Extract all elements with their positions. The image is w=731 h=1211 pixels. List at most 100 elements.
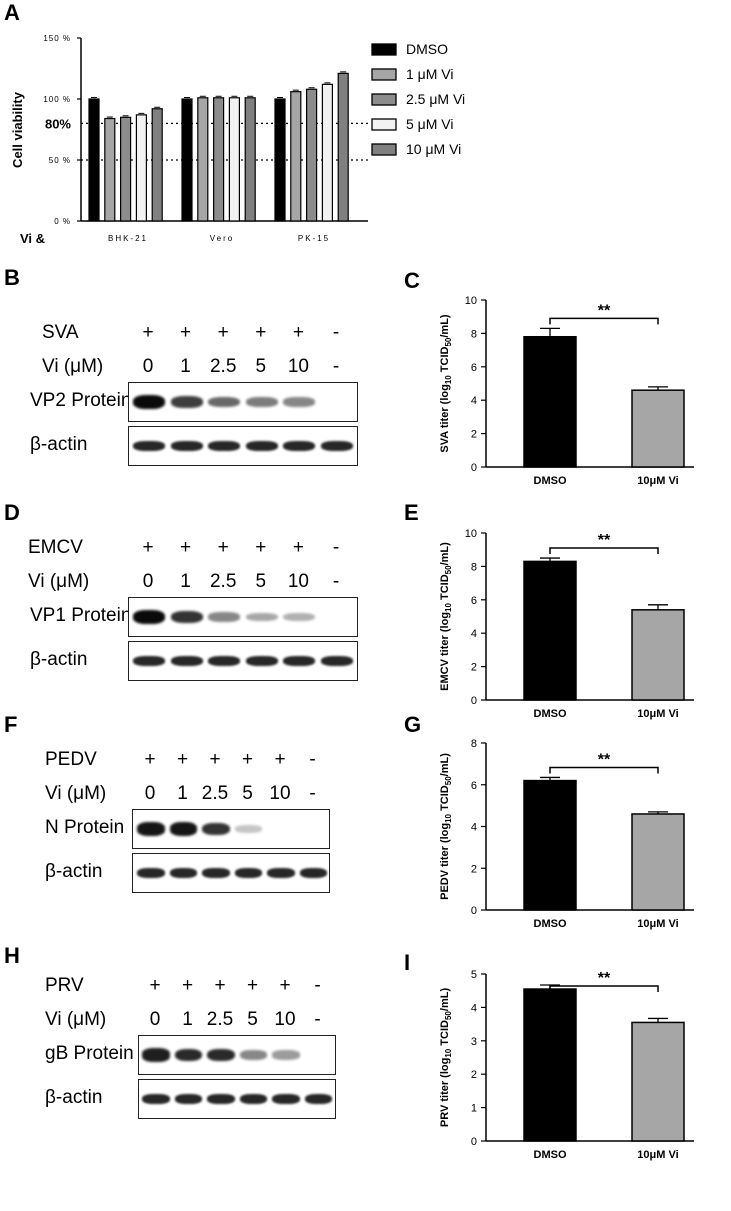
y-tick-label: 2 [471, 1069, 477, 1081]
category-label: 10μM Vi [637, 918, 678, 930]
bar [244, 97, 256, 222]
dose-label: 1 [180, 356, 191, 377]
actin-band [169, 868, 198, 878]
y-tick-label: 0 [471, 695, 477, 707]
bar [337, 72, 349, 222]
actin-blot [132, 853, 330, 893]
dose-label: 2.5 [209, 571, 237, 592]
dose-label: 10 [287, 356, 309, 377]
target-blot [128, 382, 358, 422]
viability-chart: 150 % 100 % 80% 50 % 0 % Cell viability Vi & B… [10, 34, 465, 246]
protein-band [133, 395, 165, 409]
bar [523, 988, 577, 1142]
bar [151, 108, 163, 222]
bar [119, 116, 132, 222]
dose-label: 0 [149, 1009, 161, 1030]
legend-swatch [371, 43, 397, 56]
protein-band [170, 395, 203, 409]
actin-band [304, 1094, 333, 1104]
category-label: 10μM Vi [637, 708, 678, 720]
dose-label: 2.5 [201, 783, 229, 804]
actin-band [267, 868, 295, 878]
infection-sign: + [292, 322, 304, 343]
legend-label: 2.5 μM Vi [406, 91, 465, 107]
y-tick-label: 10 [465, 528, 477, 540]
dose-label: 0 [142, 356, 154, 377]
loading-control-label: β-actin [30, 649, 88, 670]
loading-control-label: β-actin [45, 861, 103, 882]
bar [631, 1021, 685, 1142]
y-tick-label: 8 [471, 738, 477, 750]
protein-label: VP1 Protein [30, 605, 132, 626]
infection-sign: + [292, 537, 304, 558]
y-tick-label: 80% [45, 116, 71, 131]
dose-label: 1 [180, 571, 191, 592]
category-label: DMSO [534, 708, 567, 720]
infection-sign: + [217, 322, 229, 343]
bar [88, 98, 100, 222]
y-tick-label: 0 [471, 1136, 477, 1148]
y-axis-label: EMCV titer (log10 TCID50/mL) [439, 542, 453, 691]
y-tick-label: 2 [471, 662, 477, 674]
dose-row-label: Vi (μM) [45, 783, 107, 804]
actin-band [299, 868, 328, 878]
actin-band [321, 441, 353, 451]
protein-band [239, 1050, 268, 1060]
legend-label: 1 μM Vi [406, 66, 454, 82]
bar [523, 560, 577, 701]
actin-band [208, 656, 241, 666]
dose-row-label: Vi (μM) [28, 571, 90, 592]
protein-label: N Protein [45, 817, 125, 838]
actin-band [245, 656, 278, 666]
bar [135, 114, 147, 222]
virus-label: SVA [42, 322, 79, 343]
y-axis-label: SVA titer (log10 TCID50/mL) [439, 314, 453, 453]
row-label: Vi & [20, 231, 45, 246]
y-tick-label: 6 [471, 362, 477, 374]
y-tick-label: 0 % [54, 217, 71, 226]
panel-letter-b: B [4, 265, 20, 290]
y-tick-label: 150 % [43, 34, 71, 43]
virus-label: EMCV [28, 537, 83, 558]
bar [290, 91, 302, 222]
y-tick-label: 2 [471, 863, 477, 875]
dose-label: - [314, 1009, 321, 1030]
protein-band [208, 396, 241, 408]
dose-label: 5 [255, 356, 267, 377]
dose-label: 10 [287, 571, 309, 592]
bar [213, 97, 225, 222]
category-label: 10μM Vi [637, 1149, 678, 1161]
actin-band [234, 868, 263, 878]
y-tick-label: 4 [471, 1002, 477, 1014]
protein-band [234, 825, 263, 833]
dose-label: 10 [274, 1009, 296, 1030]
dose-label: - [332, 571, 340, 592]
significance-label: ** [598, 532, 611, 549]
loading-control-label: β-actin [30, 434, 88, 455]
panel-letter-c: C [404, 268, 420, 293]
dose-label: - [332, 356, 340, 377]
actin-band [202, 868, 230, 878]
actin-band [207, 1094, 235, 1104]
infection-sign: + [209, 749, 221, 770]
actin-band [283, 441, 316, 451]
bar [523, 335, 577, 468]
bar [321, 83, 333, 222]
y-axis-label: PRV titer (log10 TCID50/mL) [439, 988, 453, 1128]
protein-band [142, 1048, 170, 1062]
actin-blot [138, 1079, 336, 1119]
legend-swatch [371, 118, 397, 131]
infection-sign: + [144, 749, 156, 770]
bar [631, 389, 685, 468]
dose-label: 5 [242, 783, 253, 804]
protein-band [169, 822, 198, 836]
panel-letter-a: A [4, 0, 20, 25]
protein-band [133, 610, 165, 624]
category-label: BHK-21 [108, 234, 148, 243]
dose-label: 1 [182, 1009, 193, 1030]
actin-band [133, 441, 165, 451]
infection-sign: + [149, 975, 161, 996]
y-tick-label: 6 [471, 595, 477, 607]
protein-band [137, 822, 165, 836]
infection-sign: + [255, 537, 267, 558]
